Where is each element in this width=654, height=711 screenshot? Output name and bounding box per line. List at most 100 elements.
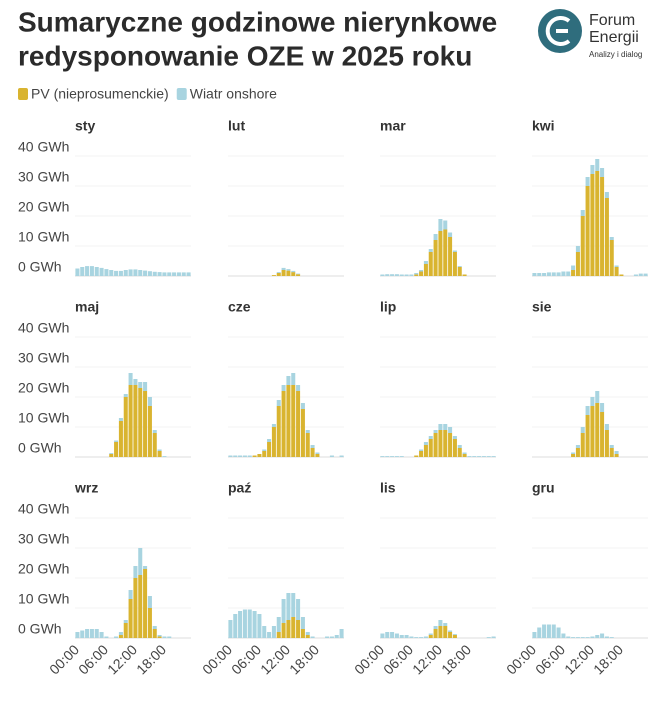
bar — [580, 427, 585, 433]
bar — [433, 430, 438, 433]
bar — [157, 635, 162, 637]
x-tick-label: 06:00 — [228, 641, 264, 677]
bar — [448, 237, 453, 276]
bar — [585, 415, 590, 457]
bar — [595, 635, 600, 638]
bar — [186, 272, 191, 276]
bar — [428, 635, 433, 638]
bar — [157, 636, 162, 638]
bar — [157, 272, 162, 276]
bar — [443, 430, 448, 457]
bar — [238, 455, 243, 457]
bar — [176, 272, 181, 276]
bar — [394, 633, 399, 638]
bar — [609, 637, 614, 638]
bar — [477, 456, 482, 457]
bar — [75, 268, 80, 276]
panel-title: maj — [75, 299, 99, 315]
bar — [339, 455, 344, 457]
bar — [556, 627, 561, 638]
bar — [433, 240, 438, 276]
y-tick-label: 10 GWh — [18, 410, 69, 426]
x-tick-label: 12:00 — [561, 641, 597, 677]
bar — [419, 270, 424, 272]
bar — [252, 611, 257, 638]
bar — [94, 267, 99, 276]
bar — [118, 418, 123, 421]
bar — [89, 629, 94, 638]
bar — [600, 412, 605, 457]
bar — [433, 234, 438, 240]
bar — [452, 250, 457, 252]
logo-mark — [556, 29, 568, 33]
y-tick-label: 0 GWh — [18, 621, 62, 637]
bar — [394, 274, 399, 276]
bar — [329, 455, 334, 457]
bar — [399, 456, 404, 457]
bar — [609, 448, 614, 457]
bar — [585, 186, 590, 276]
bar — [118, 421, 123, 457]
bar — [566, 636, 571, 638]
bar — [561, 633, 566, 638]
bar — [380, 456, 385, 457]
bar — [537, 273, 542, 276]
bar — [286, 385, 291, 457]
bar — [334, 635, 339, 638]
bar — [409, 274, 414, 276]
bar — [138, 382, 143, 388]
bar — [276, 406, 281, 457]
bar — [452, 436, 457, 439]
x-tick-label: 00:00 — [503, 641, 539, 677]
bar — [276, 617, 281, 632]
bar — [262, 451, 267, 457]
bar — [385, 274, 390, 276]
bar — [123, 623, 128, 638]
bar — [296, 385, 301, 391]
bar — [571, 454, 576, 457]
bar — [286, 593, 291, 620]
bar — [571, 270, 576, 276]
bar — [595, 391, 600, 403]
bar — [281, 623, 286, 638]
y-tick-label: 40 GWh — [18, 501, 69, 517]
bar — [128, 269, 133, 276]
bar — [433, 433, 438, 457]
logo: Forum Energii Analizy i dialog — [538, 9, 642, 59]
y-tick-label: 20 GWh — [18, 380, 69, 396]
bar — [276, 273, 281, 276]
panel-title: kwi — [532, 118, 555, 134]
y-tick-label: 30 GWh — [18, 169, 69, 185]
bar — [433, 629, 438, 638]
bar — [123, 270, 128, 276]
bar — [300, 409, 305, 457]
bar — [575, 637, 580, 638]
bar — [329, 636, 334, 638]
bar — [80, 267, 85, 276]
bar — [614, 267, 619, 276]
bar — [325, 636, 330, 638]
bar — [89, 266, 94, 276]
bar — [462, 452, 467, 454]
bar — [247, 609, 252, 638]
bar — [452, 635, 457, 638]
chart-title: Sumaryczne godzinowe nierynkowe — [18, 6, 497, 37]
bar — [109, 454, 114, 457]
bar — [448, 632, 453, 638]
bar — [128, 599, 133, 638]
bar — [242, 455, 247, 457]
bar — [133, 379, 138, 385]
logo-mark — [545, 16, 571, 46]
bar — [585, 637, 590, 638]
bar — [228, 455, 233, 457]
bar — [281, 385, 286, 391]
bar — [428, 252, 433, 276]
bar — [590, 397, 595, 406]
panel-title: cze — [228, 299, 251, 315]
bar — [281, 267, 286, 270]
bar — [147, 271, 152, 276]
bar — [271, 427, 276, 457]
bar — [585, 177, 590, 186]
y-tick-label: 10 GWh — [18, 229, 69, 245]
panel-title: sie — [532, 299, 552, 315]
